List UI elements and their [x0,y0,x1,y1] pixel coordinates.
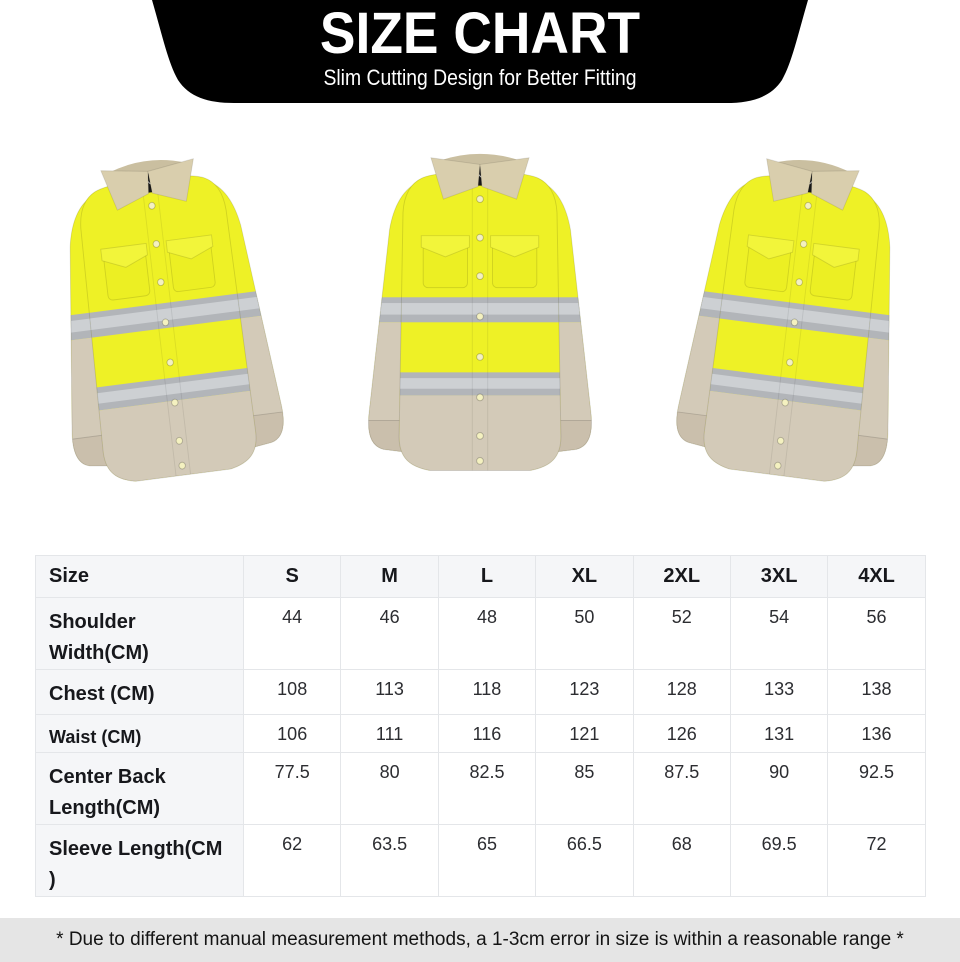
cell-value: 48 [437,597,537,670]
shirt-image-front [326,120,634,540]
size-table: Size S M L XL 2XL 3XL 4XL Shoulder Width… [35,555,926,897]
cell-value: 126 [632,714,731,753]
product-images [0,120,960,540]
cell-value: 121 [535,714,634,753]
cell-value: 138 [827,669,926,715]
table-row-center-back-length: Center Back Length(CM) 77.5 80 82.5 85 8… [35,751,926,825]
row-label: Chest (CM) [35,669,244,715]
page-title: SIZE CHART [319,1,641,66]
row-label: Shoulder Width(CM) [35,597,244,670]
row-label: Center Back Length(CM) [35,751,244,825]
col-header-3xl: 3XL [729,555,829,598]
measurement-note-bar: * Due to different manual measurement me… [0,917,960,962]
cell-value: 56 [827,597,926,670]
cell-value: 106 [242,714,342,753]
cell-value: 69.5 [729,823,829,897]
cell-value: 131 [729,714,829,753]
shirt-image-three-quarter-left [10,120,318,540]
cell-value: 136 [827,714,926,753]
page-subtitle: Slim Cutting Design for Better Fitting [323,65,637,90]
cell-value: 63.5 [340,823,439,897]
shirt-illustration-front [326,120,634,540]
cell-value: 113 [340,669,439,715]
table-row-waist: Waist (CM) 106 111 116 121 126 131 136 [35,714,926,753]
table-header-row: Size S M L XL 2XL 3XL 4XL [35,555,926,598]
cell-value: 123 [535,669,634,715]
cell-value: 52 [632,597,731,670]
cell-value: 50 [535,597,634,670]
cell-value: 46 [340,597,439,670]
cell-value: 90 [729,751,829,825]
cell-value: 62 [242,823,342,897]
cell-value: 85 [535,751,634,825]
cell-value: 80 [340,751,439,825]
col-header-s: S [242,555,342,598]
col-header-4xl: 4XL [827,555,926,598]
cell-value: 77.5 [242,751,342,825]
cell-value: 108 [242,669,342,715]
banner: SIZE CHART Slim Cutting Design for Bette… [0,0,960,106]
row-label: Sleeve Length(CM ) [35,823,244,897]
banner-shape [152,0,808,103]
cell-value: 111 [340,714,439,753]
cell-value: 66.5 [535,823,634,897]
cell-value: 133 [729,669,829,715]
col-header-l: L [437,555,537,598]
cell-value: 82.5 [437,751,537,825]
cell-value: 65 [437,823,537,897]
cell-value: 54 [729,597,829,670]
measurement-note: * Due to different manual measurement me… [56,928,904,950]
cell-value: 68 [632,823,731,897]
shirt-illustration-right [642,120,950,540]
cell-value: 118 [437,669,537,715]
cell-value: 92.5 [827,751,926,825]
col-header-m: M [340,555,439,598]
col-header-size: Size [35,555,244,598]
cell-value: 44 [242,597,342,670]
shirt-illustration-left [10,120,318,540]
cell-value: 116 [437,714,537,753]
table-row-sleeve-length: Sleeve Length(CM ) 62 63.5 65 66.5 68 69… [35,823,926,897]
cell-value: 72 [827,823,926,897]
shirt-image-three-quarter-right [642,120,950,540]
table-row-chest: Chest (CM) 108 113 118 123 128 133 138 [35,669,926,715]
cell-value: 87.5 [632,751,731,825]
row-label: Waist (CM) [35,714,244,753]
table-row-shoulder-width: Shoulder Width(CM) 44 46 48 50 52 54 56 [35,597,926,670]
cell-value: 128 [632,669,731,715]
size-table-section: Size S M L XL 2XL 3XL 4XL Shoulder Width… [35,555,926,897]
col-header-2xl: 2XL [632,555,731,598]
col-header-xl: XL [535,555,634,598]
